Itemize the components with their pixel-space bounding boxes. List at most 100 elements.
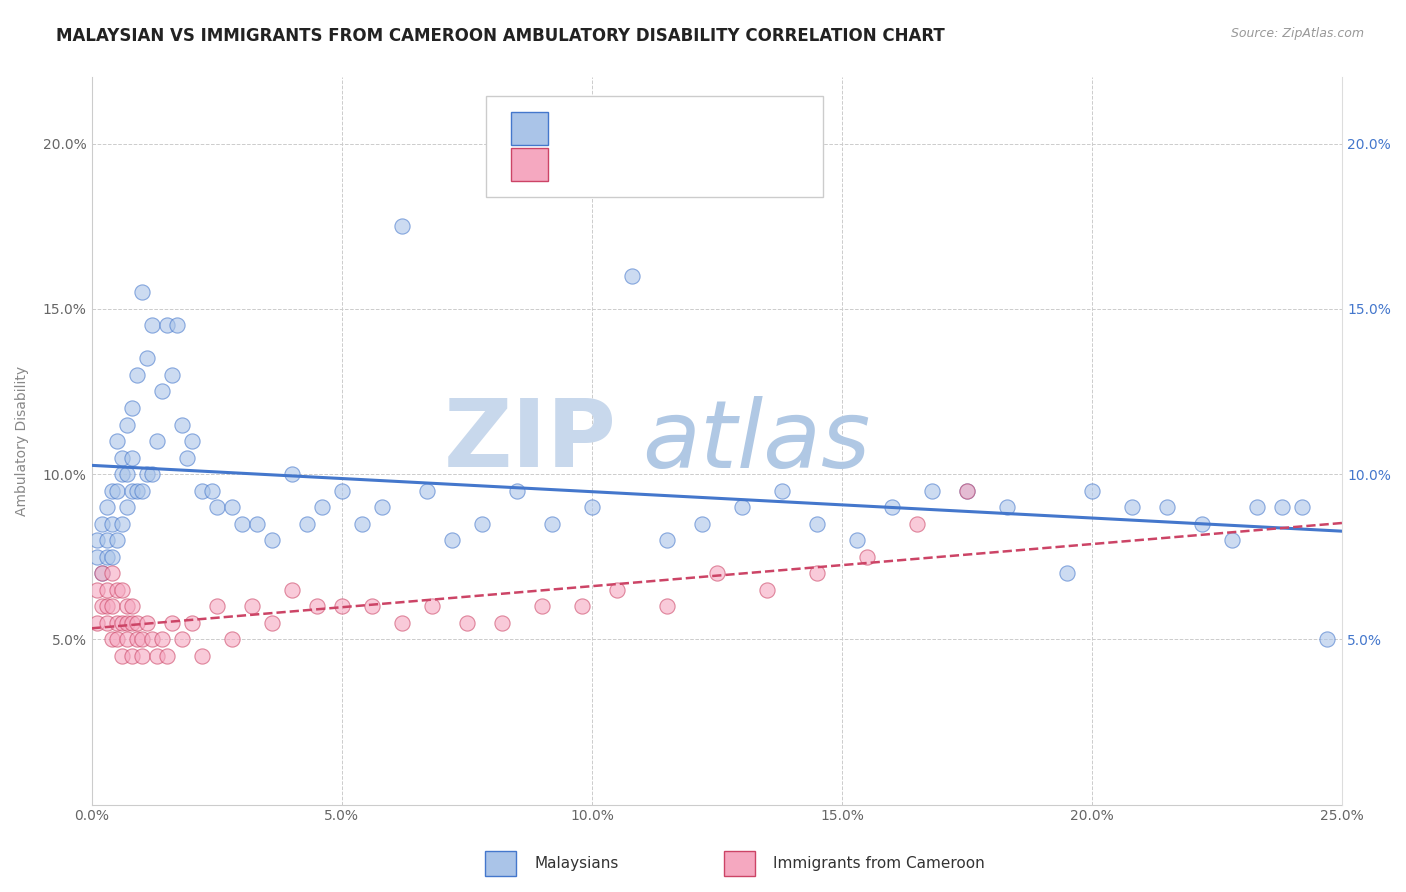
Point: [121, 401, 143, 415]
Point: [105, 483, 128, 498]
Point: [105, 632, 128, 647]
Point: [1316, 632, 1339, 647]
Point: [96, 533, 118, 548]
Point: [416, 483, 439, 498]
Point: [1191, 516, 1213, 531]
Point: [305, 599, 328, 614]
Point: [96, 599, 118, 614]
Point: [190, 648, 212, 663]
Point: [111, 467, 134, 481]
Point: [311, 500, 333, 515]
Point: [121, 648, 143, 663]
Point: [806, 566, 828, 581]
Point: [105, 434, 128, 448]
Point: [115, 599, 138, 614]
Point: [170, 417, 193, 432]
Point: [360, 599, 382, 614]
Point: [655, 533, 678, 548]
Point: [141, 318, 163, 333]
Point: [295, 516, 318, 531]
Point: [131, 632, 153, 647]
Point: [995, 500, 1018, 515]
Point: [260, 533, 283, 548]
Point: [86, 582, 108, 597]
Point: [880, 500, 903, 515]
Point: [135, 351, 157, 366]
Text: Malaysians: Malaysians: [534, 856, 619, 871]
Point: [1121, 500, 1143, 515]
Point: [115, 467, 138, 481]
Point: [176, 450, 198, 465]
Point: [96, 582, 118, 597]
Point: [620, 268, 643, 283]
Point: [131, 483, 153, 498]
Point: [145, 648, 167, 663]
Point: [105, 533, 128, 548]
Point: [655, 599, 678, 614]
Point: [530, 599, 553, 614]
Point: [170, 632, 193, 647]
Text: R = 0.342: R = 0.342: [567, 157, 644, 172]
Point: [121, 599, 143, 614]
Point: [690, 516, 713, 531]
Point: [541, 516, 564, 531]
Point: [115, 632, 138, 647]
Point: [90, 599, 112, 614]
Point: [180, 434, 202, 448]
Point: [86, 615, 108, 630]
Point: [115, 417, 138, 432]
Point: [221, 632, 243, 647]
Point: [491, 615, 513, 630]
Point: [956, 483, 979, 498]
Point: [755, 582, 778, 597]
Point: [141, 632, 163, 647]
Point: [135, 615, 157, 630]
Point: [125, 632, 148, 647]
Point: [471, 516, 494, 531]
Point: [150, 384, 173, 399]
Point: [846, 533, 869, 548]
Point: [131, 285, 153, 300]
Point: [145, 434, 167, 448]
Point: [100, 566, 122, 581]
Point: [330, 599, 353, 614]
Point: [100, 632, 122, 647]
Point: [90, 566, 112, 581]
Point: [105, 615, 128, 630]
Point: [121, 450, 143, 465]
Point: [100, 599, 122, 614]
Point: [1220, 533, 1243, 548]
Point: [731, 500, 754, 515]
Point: [391, 615, 413, 630]
Y-axis label: Ambulatory Disability: Ambulatory Disability: [15, 366, 30, 516]
Point: [135, 467, 157, 481]
Text: N = 57: N = 57: [673, 157, 727, 172]
Point: [456, 615, 478, 630]
Point: [125, 368, 148, 382]
Point: [221, 500, 243, 515]
Point: [205, 599, 228, 614]
Point: [156, 648, 179, 663]
Point: [231, 516, 253, 531]
FancyBboxPatch shape: [510, 148, 548, 181]
Point: [391, 219, 413, 234]
Point: [1056, 566, 1078, 581]
Point: [96, 500, 118, 515]
Point: [111, 450, 134, 465]
Point: [100, 483, 122, 498]
Point: [330, 483, 353, 498]
Point: [571, 599, 593, 614]
Point: [770, 483, 793, 498]
Point: [440, 533, 463, 548]
Point: [581, 500, 603, 515]
Point: [1271, 500, 1294, 515]
Point: [121, 615, 143, 630]
Point: [100, 549, 122, 564]
Point: [141, 467, 163, 481]
Point: [260, 615, 283, 630]
Point: [86, 549, 108, 564]
Point: [905, 516, 928, 531]
Point: [156, 318, 179, 333]
FancyBboxPatch shape: [485, 95, 824, 197]
Point: [150, 632, 173, 647]
